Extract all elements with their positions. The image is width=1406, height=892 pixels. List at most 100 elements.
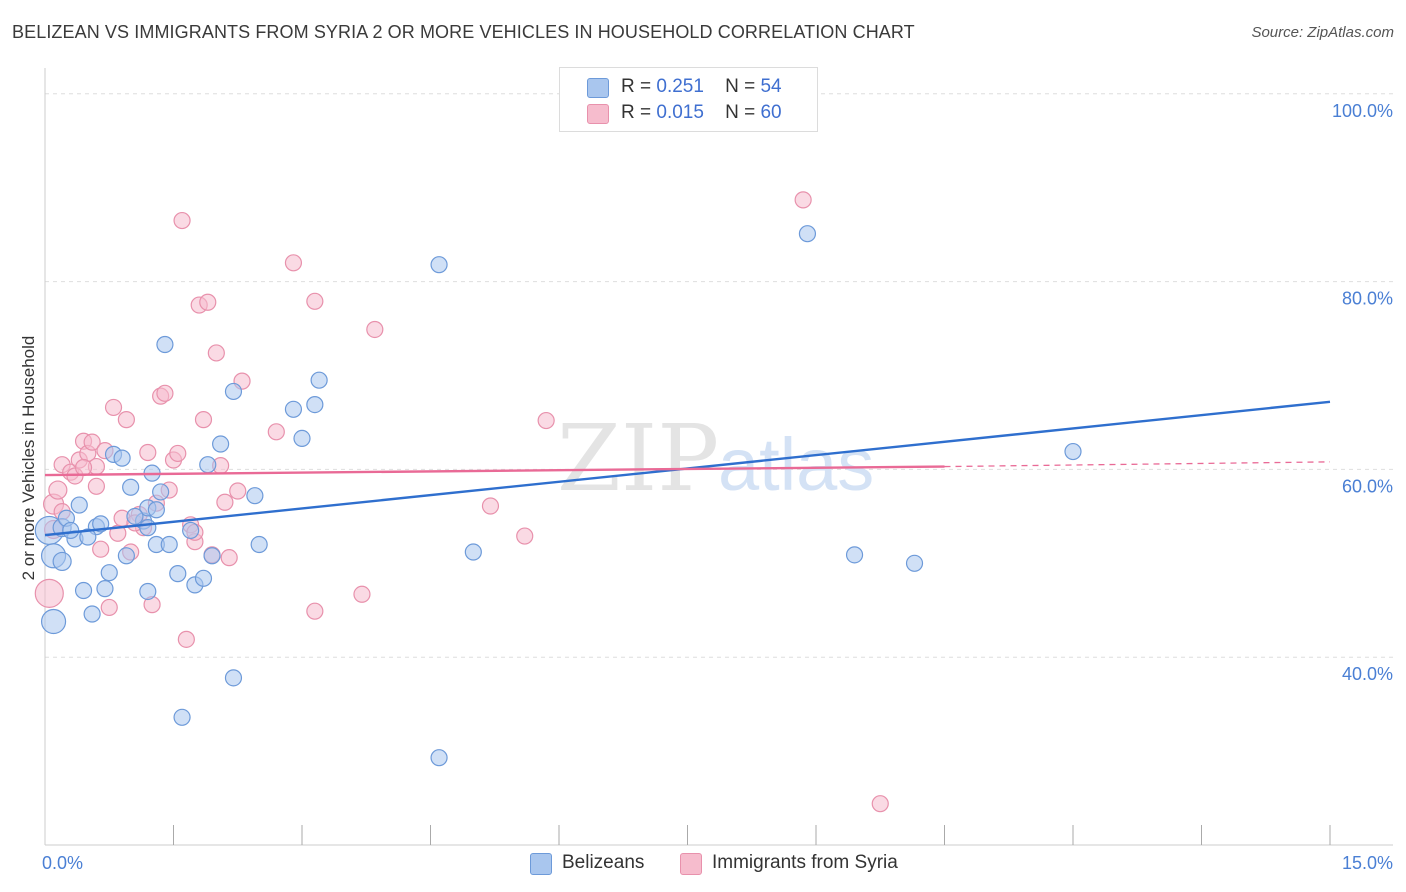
series-belizeans-points [34,225,1082,767]
point-belizean [306,395,324,414]
point-syria [177,630,195,648]
point-belizean [173,708,191,726]
legend-swatch-pink [587,104,609,124]
point-belizean [293,429,311,448]
point-belizean [113,449,131,467]
point-belizean [52,551,72,572]
point-syria [173,211,191,230]
chart-title: BELIZEAN VS IMMIGRANTS FROM SYRIA 2 OR M… [12,22,915,42]
bottom-legend-label: Belizeans [562,852,645,873]
point-syria [306,292,324,310]
legend-n-label: N = [725,102,756,123]
legend-n-value: 54 [760,76,782,97]
grid-lines [45,93,1393,658]
point-belizean [310,371,328,389]
point-belizean [845,546,864,564]
point-belizean [224,382,243,401]
point-syria [83,433,101,451]
y-tick-label: 80.0% [1342,289,1393,309]
point-syria [199,293,217,311]
point-belizean [62,521,80,540]
trend-lines [44,400,1331,537]
y-axis-label: 2 or more Vehicles in Household [19,336,38,581]
point-belizean [70,496,88,514]
point-belizean [169,565,187,583]
bottom-legend-swatch-pink [680,853,702,875]
watermark: ZIP atlas [557,405,874,512]
point-belizean [152,483,170,501]
point-belizean [224,669,243,687]
point-syria [117,411,135,429]
watermark-zip: ZIP [557,405,719,512]
legend-n-label: N = [725,76,756,97]
point-belizean [464,543,482,561]
point-belizean [199,456,217,474]
point-syria [104,398,123,417]
point-belizean [139,519,157,537]
point-belizean [100,564,118,582]
point-belizean [96,580,114,598]
point-syria [74,458,93,477]
bottom-legend-swatch-blue [530,853,552,875]
point-syria [207,344,225,362]
point-syria [216,493,234,511]
axes [44,68,1393,846]
point-belizean [203,547,221,565]
point-belizean [246,487,264,505]
bottom-legend-label: Immigrants from Syria [712,852,898,873]
point-syria [87,477,106,495]
point-belizean [79,528,97,546]
legend-r-label: R = [621,102,652,123]
y-tick-label: 40.0% [1342,664,1393,684]
point-syria [34,578,64,608]
point-belizean [83,605,101,623]
point-syria [48,480,68,500]
point-belizean [250,535,268,554]
point-syria [267,423,285,441]
point-syria [284,254,303,272]
point-syria [794,191,812,209]
point-syria [871,795,889,813]
point-syria [92,540,110,558]
y-tick-label: 60.0% [1342,476,1393,496]
point-syria [353,585,371,603]
point-syria [537,411,555,430]
legend-r-value: 0.015 [656,102,704,123]
trend-line-syria-extension [944,461,1331,468]
point-belizean [905,554,924,572]
point-syria [481,497,500,515]
point-belizean [122,478,140,496]
point-syria [366,320,384,339]
point-belizean [40,608,67,635]
point-belizean [1064,442,1082,461]
legend-r-value: 0.251 [656,76,704,97]
point-syria [100,598,118,617]
point-belizean [156,335,174,354]
point-belizean [182,521,200,540]
legend-r-label: R = [621,76,652,97]
trend-line-syria [44,465,945,477]
point-belizean [126,507,144,525]
point-syria [220,549,238,567]
point-syria [156,384,174,402]
stats-legend: R = 0.251 N = 54 R = 0.015 N = 60 [559,67,818,132]
y-tick-label: 100.0% [1332,101,1393,121]
point-belizean [284,400,303,418]
point-syria [139,443,157,462]
legend-n-value: 60 [760,102,782,123]
point-belizean [430,256,448,274]
point-syria [516,527,534,545]
point-belizean [74,581,93,600]
point-syria [306,602,324,620]
x-tick-label-min: 0.0% [42,853,83,873]
x-tick-label-max: 15.0% [1342,853,1393,873]
point-belizean [430,749,448,767]
point-belizean [117,547,135,565]
point-belizean [160,535,178,554]
point-belizean [212,435,230,453]
point-syria [229,482,247,500]
point-belizean [798,225,817,243]
point-belizean [194,569,213,587]
legend-swatch-blue [587,78,609,98]
